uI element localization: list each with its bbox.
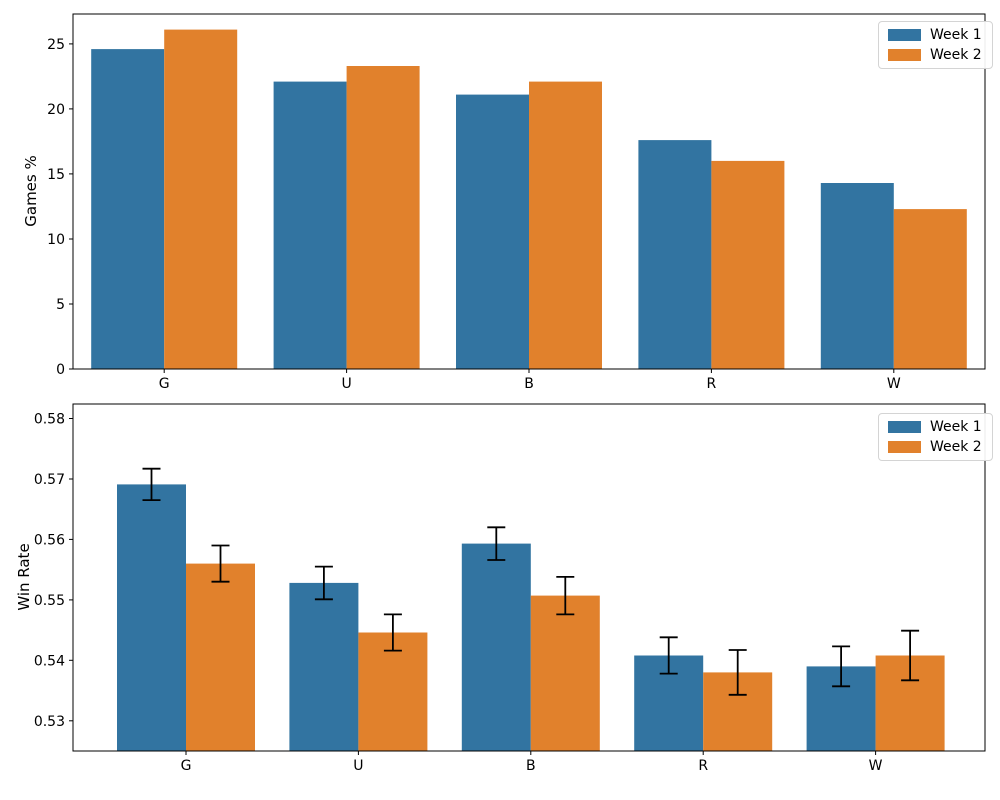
x-tick-label-g: G xyxy=(181,758,192,774)
errorbar-week1-g xyxy=(142,467,161,502)
x-tick-label-w: W xyxy=(869,758,883,774)
y-tick-label: 0.54 xyxy=(34,653,65,669)
y-tick-label: 10 xyxy=(47,232,65,248)
y-tick-label: 5 xyxy=(56,297,65,313)
legend-entry-week2: Week 2 xyxy=(888,440,982,454)
errorbar-week2-g xyxy=(211,544,230,583)
bar-week2-u xyxy=(346,66,420,369)
bar-week2-r xyxy=(711,160,785,369)
legend-swatch-week1 xyxy=(888,29,921,41)
bar-week1-u xyxy=(273,81,347,369)
bar-week1-w xyxy=(820,183,894,369)
errorbar-week1-u xyxy=(314,565,333,601)
legend-top: Week 1 Week 2 xyxy=(878,21,993,69)
bar-week1-g xyxy=(117,484,186,751)
legend-label-week2: Week 2 xyxy=(930,47,982,63)
x-tick-label-u: U xyxy=(353,758,363,774)
bar-week2-w xyxy=(893,209,967,369)
errorbar-week2-b xyxy=(556,576,575,616)
y-tick-label: 0.58 xyxy=(34,412,65,428)
errorbar-week1-b xyxy=(487,526,506,561)
x-tick-label-u: U xyxy=(341,376,351,392)
x-tick-label-b: B xyxy=(526,758,536,774)
legend-entry-week1: Week 1 xyxy=(888,28,982,42)
y-tick-label: 20 xyxy=(47,102,65,118)
x-tick-label-g: G xyxy=(159,376,170,392)
ylabel-games-pct: Games % xyxy=(22,155,40,227)
x-tick-label-r: R xyxy=(698,758,708,774)
y-tick-label: 0.55 xyxy=(34,593,65,609)
bar-week2-b xyxy=(530,595,600,751)
bar-week1-u xyxy=(289,582,359,751)
x-tick-label-w: W xyxy=(887,376,901,392)
legend-entry-week2: Week 2 xyxy=(888,48,982,62)
legend-swatch-week1 xyxy=(888,421,921,433)
y-tick-label: 0.57 xyxy=(34,472,65,488)
y-tick-label: 25 xyxy=(47,37,65,53)
bar-week2-b xyxy=(529,81,602,369)
errorbar-week2-r xyxy=(728,649,747,696)
x-tick-label-r: R xyxy=(707,376,717,392)
bar-week1-r xyxy=(638,140,712,369)
legend-swatch-week2 xyxy=(888,441,921,453)
y-tick-label: 0.56 xyxy=(34,532,65,548)
legend-entry-week1: Week 1 xyxy=(888,420,982,434)
errorbar-week1-r xyxy=(659,636,678,675)
errorbar-week2-u xyxy=(383,613,402,652)
legend-bottom: Week 1 Week 2 xyxy=(878,413,993,461)
bar-week1-g xyxy=(91,49,165,369)
y-tick-label: 15 xyxy=(47,167,65,183)
bar-week1-b xyxy=(461,543,531,751)
errorbar-week2-w xyxy=(901,629,920,682)
legend-label-week2: Week 2 xyxy=(930,439,982,455)
legend-swatch-week2 xyxy=(888,49,921,61)
ylabel-win-rate: Win Rate xyxy=(15,543,33,611)
y-tick-label: 0 xyxy=(56,362,65,378)
bar-week1-b xyxy=(456,94,529,369)
legend-label-week1: Week 1 xyxy=(930,27,982,43)
bar-week2-g xyxy=(164,29,238,369)
bar-week2-g xyxy=(186,563,255,751)
x-tick-label-b: B xyxy=(524,376,534,392)
bar-week2-u xyxy=(358,632,428,751)
y-tick-label: 0.53 xyxy=(34,714,65,730)
legend-label-week1: Week 1 xyxy=(930,419,982,435)
axes-frame-1 xyxy=(72,403,986,752)
errorbar-week1-w xyxy=(832,645,851,688)
